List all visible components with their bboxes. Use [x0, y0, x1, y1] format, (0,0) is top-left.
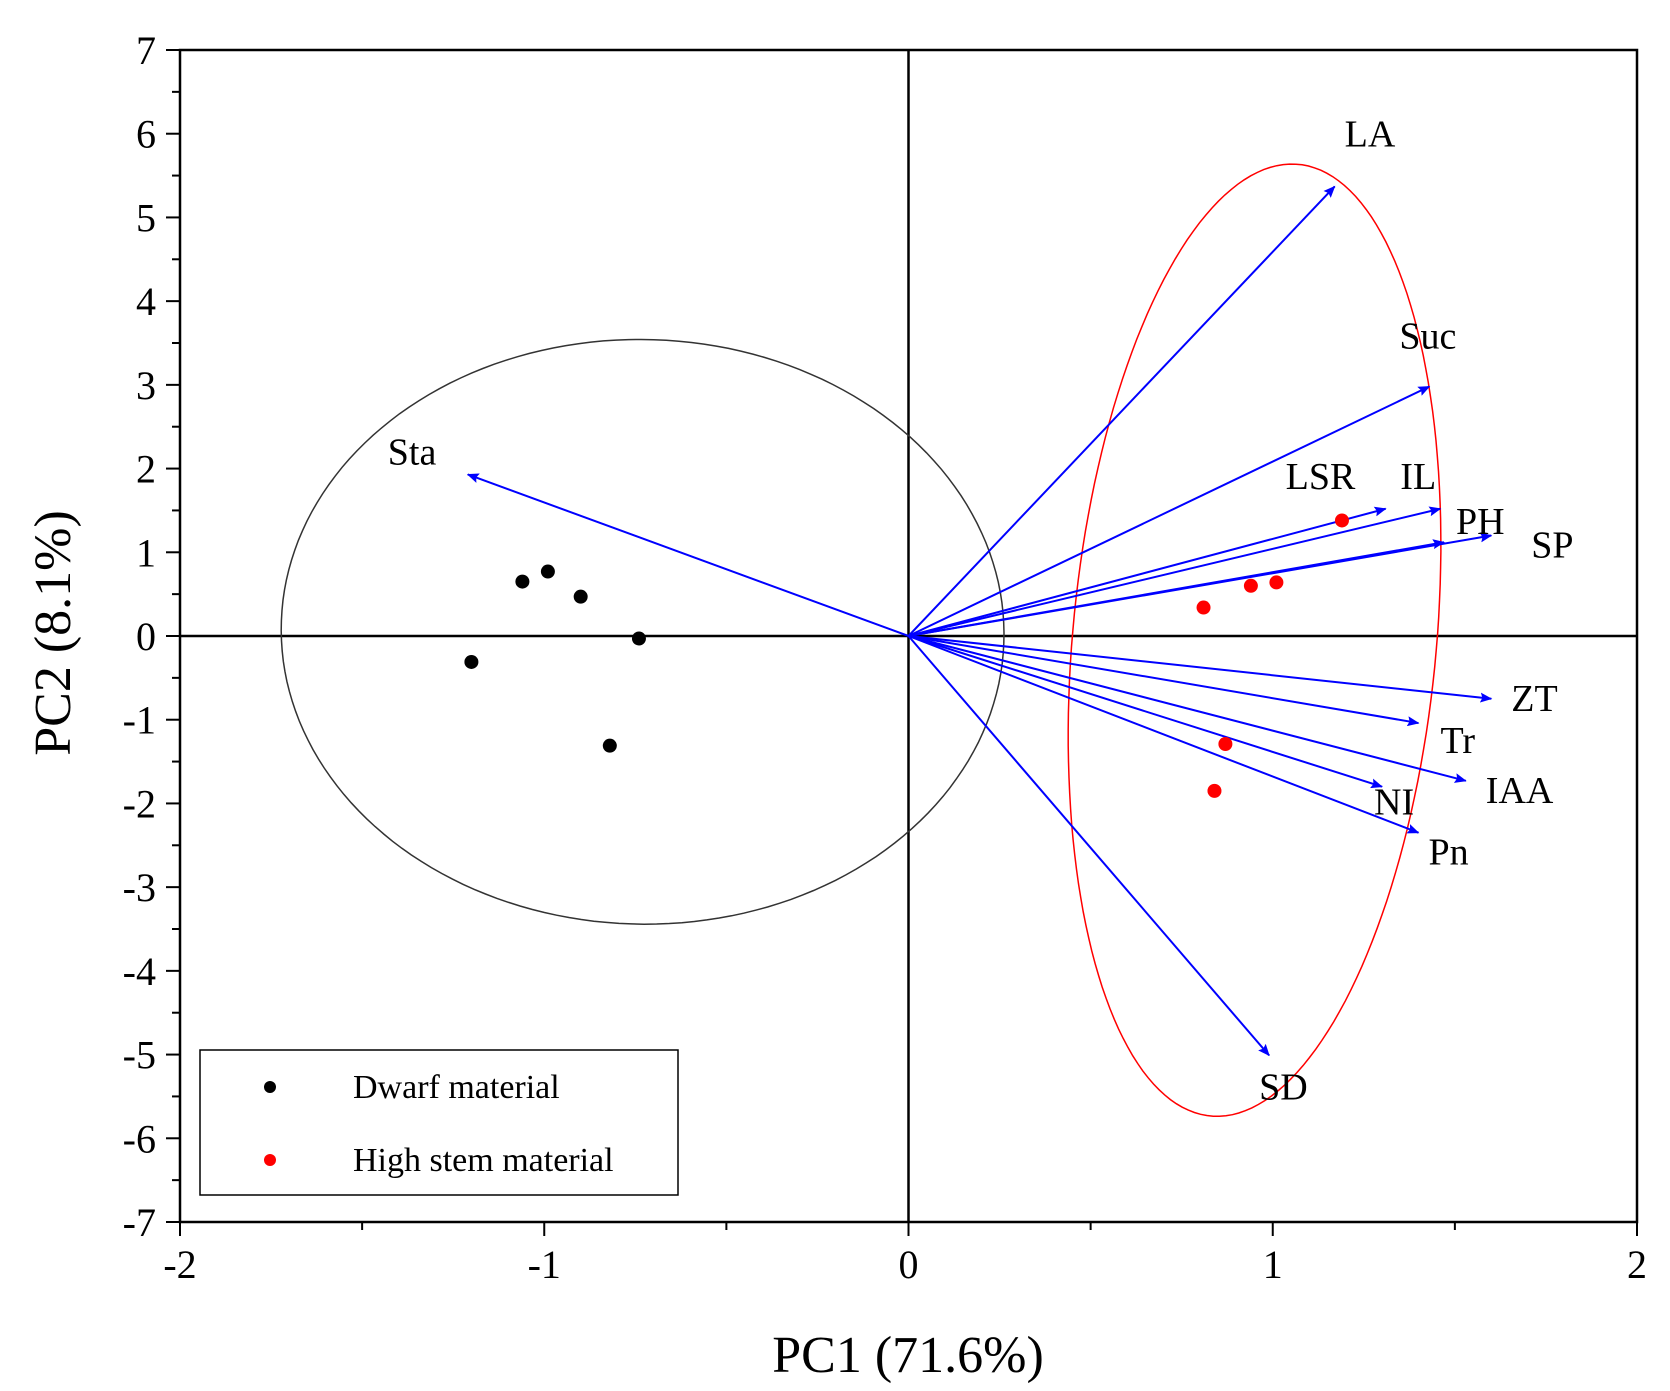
point-high — [1218, 736, 1233, 751]
loading-arrow-sta — [466, 473, 909, 637]
loading-arrow-la — [907, 185, 1336, 637]
point-high — [1334, 513, 1349, 528]
x-tick-label: -1 — [528, 1242, 561, 1287]
loading-arrow-ni — [908, 635, 1383, 789]
point-dwarf — [464, 654, 479, 669]
legend-label-high: High stem material — [353, 1142, 614, 1179]
y-tick-label: -3 — [123, 865, 156, 910]
loading-label-sta: Sta — [388, 431, 437, 473]
loading-label-tr: Tr — [1440, 720, 1475, 762]
legend-marker-dwarf — [264, 1081, 276, 1093]
y-tick-label: -6 — [123, 1116, 156, 1161]
x-tick-label: 2 — [1627, 1242, 1647, 1287]
loading-label-suc: Suc — [1399, 316, 1456, 358]
legend-box — [199, 1049, 679, 1196]
loadings-layer — [466, 185, 1493, 1057]
ellipse-dwarf — [280, 338, 1005, 925]
y-tick-label: 7 — [136, 28, 156, 73]
y-tick-label: 0 — [136, 614, 156, 659]
loading-label-sd: SD — [1259, 1066, 1308, 1108]
loading-label-lsr: LSR — [1286, 456, 1356, 498]
y-tick-label: 3 — [136, 363, 156, 408]
y-tick-label: -4 — [123, 949, 156, 994]
loading-label-zt: ZT — [1511, 678, 1557, 720]
loading-arrow-il — [908, 506, 1442, 637]
x-tick-label: -2 — [163, 1242, 196, 1287]
point-high — [1207, 783, 1222, 798]
points-layer — [464, 513, 1349, 798]
ellipse-high — [1067, 163, 1442, 1118]
loading-label-sp: SP — [1531, 525, 1573, 567]
x-tick-label: 1 — [1263, 1242, 1283, 1287]
loading-arrow-tr — [908, 635, 1420, 727]
loading-arrow-sd — [907, 635, 1270, 1057]
y-tick-label: -7 — [123, 1200, 156, 1245]
loading-label-iaa: IAA — [1486, 770, 1554, 812]
point-dwarf — [602, 738, 617, 753]
y-tick-label: -5 — [123, 1033, 156, 1078]
point-dwarf — [573, 589, 588, 604]
point-dwarf — [540, 564, 555, 579]
legend: Dwarf material High stem material — [199, 1049, 679, 1196]
loading-label-la: LA — [1345, 113, 1396, 155]
point-dwarf — [515, 574, 530, 589]
loading-arrow-zt — [908, 635, 1493, 703]
point-high — [1269, 575, 1284, 590]
loading-arrow-suc — [908, 385, 1431, 637]
axes-layer: -2 -1 0 1 2 -7 -6 -5 -4 -3 -2 -1 0 1 2 3 4 5 6 7 — [123, 28, 1647, 1287]
x-axis-title: PC1 (71.6%) — [772, 1327, 1044, 1384]
legend-marker-high — [264, 1154, 276, 1166]
y-tick-label: 5 — [136, 195, 156, 240]
y-tick-label: -1 — [123, 698, 156, 743]
x-tick-label: 0 — [899, 1242, 919, 1287]
point-high — [1196, 600, 1211, 615]
point-high — [1243, 578, 1258, 593]
y-tick-label: 4 — [136, 279, 156, 324]
y-tick-label: 1 — [136, 530, 156, 575]
y-axis-title: PC2 (8.1%) — [25, 510, 82, 756]
loading-label-il: IL — [1400, 456, 1436, 498]
loading-arrow-lsr — [908, 506, 1387, 637]
y-tick-label: -2 — [123, 781, 156, 826]
legend-label-dwarf: Dwarf material — [353, 1069, 560, 1106]
loading-arrow-sp — [908, 532, 1493, 637]
y-tick-label: 6 — [136, 112, 156, 157]
point-dwarf — [631, 631, 646, 646]
loading-label-ni: NI — [1374, 782, 1414, 824]
loading-arrow-iaa — [908, 635, 1467, 783]
loading-arrow-pn — [908, 635, 1420, 834]
loading-label-ph: PH — [1456, 501, 1505, 543]
y-tick-label: 2 — [136, 447, 156, 492]
ellipses-layer — [280, 163, 1442, 1118]
labels-layer: LA Suc Sta LSR IL PH SP ZT Tr IAA NI Pn SD — [388, 113, 1574, 1108]
loading-label-pn: Pn — [1428, 832, 1468, 874]
